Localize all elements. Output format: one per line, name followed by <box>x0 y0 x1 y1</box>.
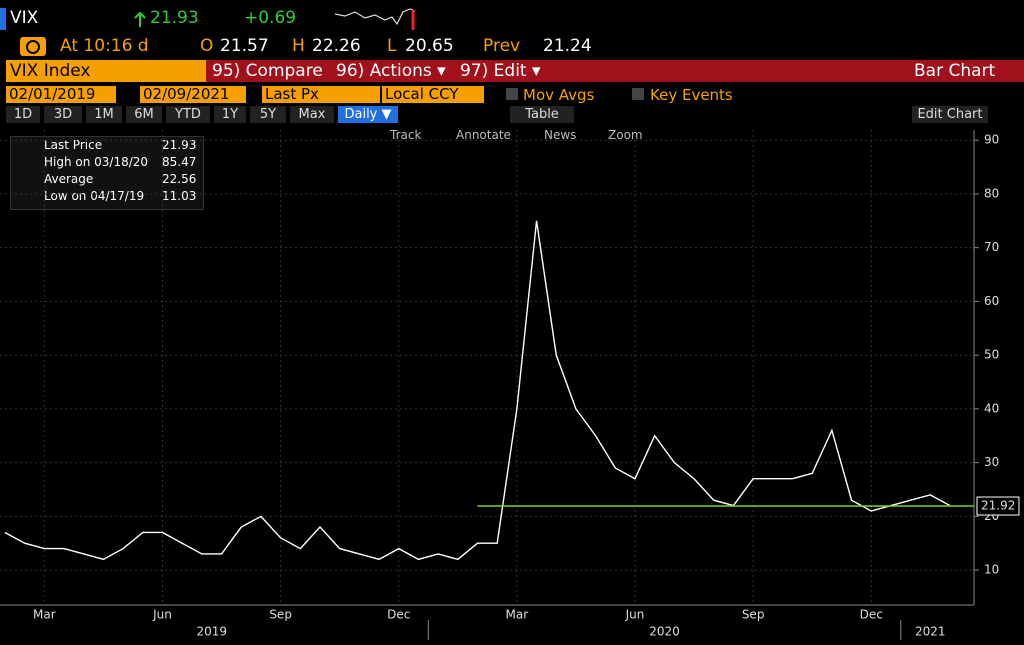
time: At 10:16 d <box>60 36 149 56</box>
low-label: L <box>387 36 397 56</box>
period-button[interactable]: 1D <box>6 106 40 123</box>
accent <box>0 8 6 30</box>
x-tick-label: Jun <box>152 608 172 622</box>
y-tick-label: 50 <box>984 348 999 362</box>
legend-label: High on 03/18/20 <box>44 155 149 169</box>
compare[interactable]: 95) Compare <box>212 61 323 81</box>
tool-button[interactable]: Zoom <box>608 128 643 142</box>
frequency[interactable]: Daily ▼ <box>338 106 398 123</box>
y-tick-label: 30 <box>984 455 999 469</box>
start-date[interactable]: 02/01/2019 <box>6 86 116 103</box>
period-button[interactable]: YTD <box>166 106 210 123</box>
currency[interactable]: Local CCY <box>382 86 484 103</box>
last-price-tag: 21.92 <box>981 499 1015 513</box>
legend-value: 11.03 <box>162 189 197 203</box>
high: 22.26 <box>312 36 361 56</box>
tool-button[interactable]: News <box>544 128 577 142</box>
chart-type[interactable]: Bar Chart <box>914 61 996 81</box>
price-line <box>4 220 951 561</box>
y-tick-label: 70 <box>984 240 999 254</box>
year-label: 2020 <box>649 625 680 639</box>
x-tick-label: Dec <box>387 608 410 622</box>
end-date[interactable]: 02/09/2021 <box>140 86 246 103</box>
open-label: O <box>200 36 214 56</box>
last: 21.93 <box>150 8 199 28</box>
tool-button[interactable]: Annotate <box>456 128 511 142</box>
period-button[interactable]: Max <box>290 106 334 123</box>
period-button[interactable]: 6M <box>126 106 162 123</box>
up-arrow <box>134 12 146 27</box>
year-label: 2019 <box>196 625 227 639</box>
legend-value: 22.56 <box>162 172 197 186</box>
checkbox[interactable] <box>506 88 518 100</box>
legend-label: Average <box>44 172 94 186</box>
tool-button[interactable]: Track <box>390 128 422 142</box>
mov-avgs[interactable]: Mov Avgs <box>523 86 595 104</box>
high-label: H <box>292 36 305 56</box>
x-tick-label: Sep <box>742 608 765 622</box>
symbol: VIX <box>10 8 39 28</box>
prev: 21.24 <box>543 36 592 56</box>
prev-label: Prev <box>483 36 521 56</box>
period-button[interactable]: 3D <box>44 106 82 123</box>
clock-icon <box>20 37 46 56</box>
period-button[interactable]: 1M <box>86 106 122 123</box>
key-events[interactable]: Key Events <box>650 86 733 104</box>
legend-value: 21.93 <box>162 138 197 152</box>
x-tick-label: Mar <box>33 608 56 622</box>
x-tick-label: Jun <box>625 608 645 622</box>
legend-label: Last Price <box>44 138 103 152</box>
menu-bar <box>206 60 1024 82</box>
legend-label: Low on 04/17/19 <box>44 189 145 203</box>
legend-box <box>10 136 204 210</box>
actions[interactable]: 96) Actions ▾ <box>336 61 446 81</box>
checkbox[interactable] <box>632 88 644 100</box>
y-tick-label: 80 <box>984 186 999 200</box>
period-button[interactable]: 1Y <box>214 106 246 123</box>
x-tick-label: Dec <box>860 608 883 622</box>
edit-chart[interactable]: Edit Chart <box>912 106 988 123</box>
field[interactable]: Last Px <box>262 86 380 103</box>
legend-value: 85.47 <box>162 155 197 169</box>
period-button[interactable]: 5Y <box>250 106 286 123</box>
security[interactable]: VIX Index <box>6 60 206 82</box>
y-tick-label: 60 <box>984 294 999 308</box>
change: +0.69 <box>244 8 297 28</box>
open: 21.57 <box>220 36 269 56</box>
x-tick-label: Sep <box>269 608 292 622</box>
sparkline <box>335 8 416 30</box>
y-tick-label: 40 <box>984 401 999 415</box>
low: 20.65 <box>405 36 454 56</box>
y-tick-label: 90 <box>984 133 999 147</box>
year-label: 2021 <box>915 625 946 639</box>
last-price-tag-box <box>976 496 1020 516</box>
x-tick-label: Mar <box>506 608 529 622</box>
y-tick-label: 10 <box>984 563 999 577</box>
edit[interactable]: 97) Edit ▾ <box>460 61 541 81</box>
table[interactable]: Table <box>510 106 574 123</box>
